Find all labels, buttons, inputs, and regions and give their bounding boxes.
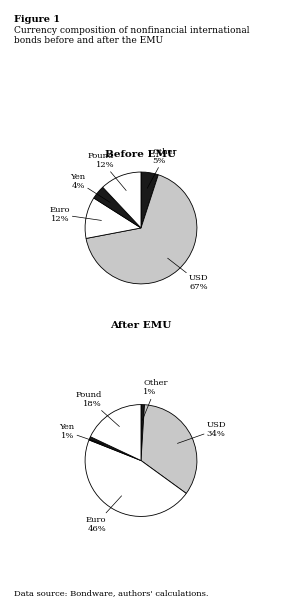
Text: USD
34%: USD 34% [177,421,226,443]
Wedge shape [85,198,141,239]
Text: Pound
18%: Pound 18% [76,390,119,427]
Text: Figure 1: Figure 1 [14,15,60,24]
Wedge shape [86,175,197,284]
Text: After EMU: After EMU [110,321,172,330]
Wedge shape [85,440,186,517]
Text: Before EMU: Before EMU [105,150,177,159]
Text: Pound
12%: Pound 12% [88,152,126,190]
Text: Euro
46%: Euro 46% [85,496,122,533]
Text: Data source: Bondware, authors' calculations.: Data source: Bondware, authors' calculat… [14,589,209,597]
Text: Other
1%: Other 1% [142,379,168,420]
Text: Yen
4%: Yen 4% [70,173,110,203]
Wedge shape [94,187,141,228]
Text: Other
5%: Other 5% [147,147,177,188]
Wedge shape [89,437,141,460]
Text: Yen
1%: Yen 1% [59,423,104,444]
Wedge shape [141,405,197,493]
Text: Euro
12%: Euro 12% [49,206,102,223]
Wedge shape [141,172,158,228]
Wedge shape [91,405,141,460]
Text: Currency composition of nonfinancial international
bonds before and after the EM: Currency composition of nonfinancial int… [14,26,250,45]
Wedge shape [103,172,141,228]
Wedge shape [141,405,144,460]
Text: USD
67%: USD 67% [168,258,209,291]
